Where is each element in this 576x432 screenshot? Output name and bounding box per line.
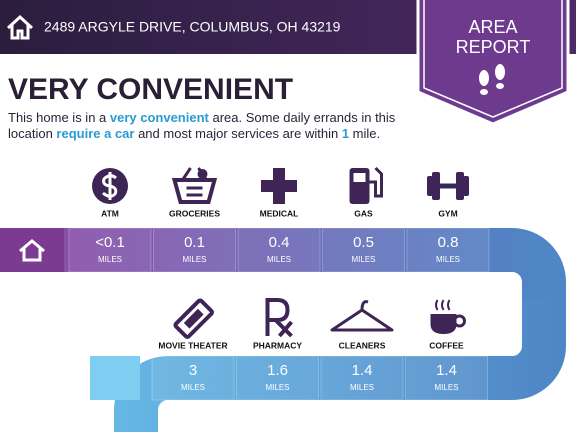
icon bbox=[369, 166, 383, 198]
distance-unit: MILES bbox=[265, 383, 289, 392]
icon bbox=[261, 168, 297, 204]
distance-cell bbox=[153, 227, 236, 273]
icon bbox=[353, 173, 366, 182]
badge-border bbox=[423, 0, 563, 118]
icon bbox=[435, 299, 451, 311]
distance-cell bbox=[322, 227, 405, 273]
icon bbox=[265, 298, 294, 338]
distance-cell bbox=[237, 227, 321, 273]
distance-unit: MILES bbox=[181, 383, 205, 392]
home-icon bbox=[19, 239, 45, 262]
service-label: MEDICAL bbox=[260, 208, 299, 218]
distance-value: 0.1 bbox=[184, 234, 205, 251]
service-label: GYM bbox=[438, 208, 457, 218]
icon bbox=[183, 308, 204, 329]
service-label: COFFEE bbox=[429, 340, 464, 350]
desc-highlight: 1 bbox=[341, 126, 350, 141]
desc-text: This home is in a bbox=[8, 110, 110, 125]
service-label: GROCERIES bbox=[169, 208, 220, 218]
icon bbox=[173, 298, 214, 339]
distance-cell bbox=[406, 227, 490, 273]
icon bbox=[102, 172, 118, 200]
description: This home is in a very convenient area. … bbox=[8, 110, 438, 142]
distance-value: 1.4 bbox=[436, 362, 457, 379]
distance-value: <0.1 bbox=[95, 234, 125, 251]
distance-unit: MILES bbox=[350, 383, 374, 392]
service-label: ATM bbox=[101, 208, 119, 218]
distance-cell bbox=[236, 355, 319, 401]
footprints bbox=[479, 64, 505, 95]
desc-highlight: require a car bbox=[56, 126, 135, 141]
distance-cell bbox=[68, 227, 152, 273]
service-label: CLEANERS bbox=[339, 340, 386, 350]
badge-text: AREA bbox=[468, 17, 517, 37]
service-label: PHARMACY bbox=[253, 340, 302, 350]
distance-unit: MILES bbox=[351, 255, 375, 264]
desc-text: area. Some daily errands in this locatio… bbox=[8, 110, 396, 141]
icon bbox=[427, 176, 433, 196]
icon bbox=[430, 314, 457, 334]
headline: VERY CONVENIENT bbox=[8, 73, 293, 106]
distance-value: 1.4 bbox=[352, 362, 373, 379]
distance-cell bbox=[405, 355, 488, 401]
icon bbox=[432, 172, 440, 200]
distance-value: 0.5 bbox=[353, 234, 374, 251]
desc-highlight: very convenient bbox=[109, 110, 209, 125]
distance-value: 3 bbox=[189, 362, 197, 379]
icon bbox=[456, 172, 464, 200]
distance-value: 0.4 bbox=[269, 234, 290, 251]
icon bbox=[330, 300, 394, 332]
icon bbox=[453, 314, 466, 328]
service-label: GAS bbox=[354, 208, 373, 218]
icon bbox=[171, 178, 218, 204]
distance-unit: MILES bbox=[267, 255, 291, 264]
distance-cell bbox=[320, 355, 404, 401]
badge bbox=[416, 0, 570, 126]
home-tile bbox=[0, 228, 64, 272]
icon bbox=[197, 169, 208, 179]
distance-unit: MILES bbox=[182, 255, 206, 264]
service-label: MOVIE THEATER bbox=[158, 340, 227, 350]
desc-text: mile. bbox=[349, 126, 381, 141]
route-band bbox=[0, 228, 566, 300]
home-icon bbox=[6, 14, 34, 40]
icon bbox=[463, 176, 469, 196]
address: 2489 ARGYLE DRIVE, COLUMBUS, OH 43219 bbox=[44, 19, 341, 35]
distance-unit: MILES bbox=[98, 255, 122, 264]
distance-unit: MILES bbox=[436, 255, 460, 264]
distance-unit: MILES bbox=[434, 383, 458, 392]
distance-value: 0.8 bbox=[438, 234, 459, 251]
desc-text: and most major services are within bbox=[134, 126, 342, 141]
badge-text: REPORT bbox=[456, 37, 531, 57]
distance-value: 1.6 bbox=[267, 362, 288, 379]
distance-cell bbox=[151, 355, 235, 401]
